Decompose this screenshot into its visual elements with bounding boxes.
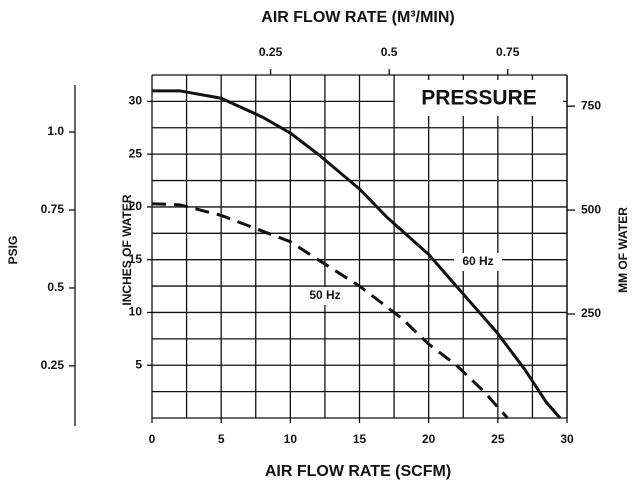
y-tick-label: 25 xyxy=(129,146,143,160)
series-label-bg xyxy=(454,253,502,271)
y3-tick-label: 1.0 xyxy=(47,124,64,138)
x-tick-label: 0 xyxy=(149,432,156,446)
x-tick-label: 5 xyxy=(218,432,225,446)
y3-tick-label: 0.25 xyxy=(41,358,65,372)
series-line xyxy=(151,202,509,419)
x-tick-label: 25 xyxy=(491,432,505,446)
y2-tick-label: 750 xyxy=(581,98,601,112)
series-label-bg xyxy=(301,287,349,305)
y-tick-label: 5 xyxy=(135,357,142,371)
y-tick-label: 10 xyxy=(129,305,143,319)
top-axis-title: AIR FLOW RATE (M³/MIN) xyxy=(261,9,454,26)
y-tick-label: 20 xyxy=(129,199,143,213)
left-axis-title: INCHES OF WATER xyxy=(120,194,134,305)
y2-tick-label: 500 xyxy=(581,202,601,216)
series-label: 50 Hz xyxy=(309,288,340,302)
y3-tick-label: 0.75 xyxy=(41,202,65,216)
psig-axis-title: PSIG xyxy=(6,236,20,265)
x-tick-label: 20 xyxy=(422,432,436,446)
x2-tick-label: 0.5 xyxy=(381,45,398,59)
x-tick-label: 15 xyxy=(353,432,367,446)
series-label: 60 Hz xyxy=(462,254,493,268)
bottom-axis-title: AIR FLOW RATE (SCFM) xyxy=(265,463,451,480)
y-tick-label: 15 xyxy=(129,252,143,266)
y3-tick-label: 0.5 xyxy=(47,280,64,294)
y2-tick-label: 250 xyxy=(581,306,601,320)
title-box xyxy=(395,80,563,116)
y-tick-label: 30 xyxy=(129,94,143,108)
x2-tick-label: 0.25 xyxy=(259,45,283,59)
x2-tick-label: 0.75 xyxy=(496,45,520,59)
chart-title: PRESSURE xyxy=(421,87,537,110)
x-tick-label: 10 xyxy=(284,432,298,446)
series-line xyxy=(152,89,562,419)
x-tick-label: 30 xyxy=(560,432,574,446)
right-axis-title: MM OF WATER xyxy=(616,207,630,293)
